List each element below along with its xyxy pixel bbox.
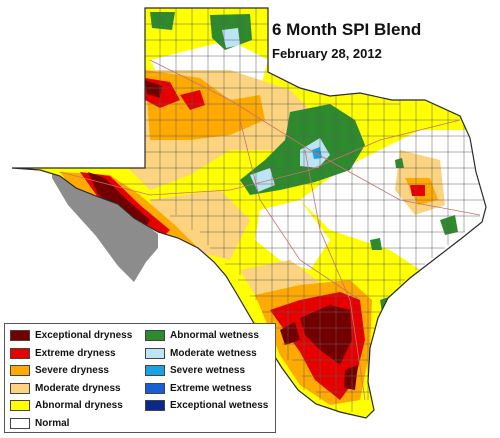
texas-outline: [11, 7, 487, 419]
severe-wetness-area: [312, 147, 322, 159]
legend-label: Moderate dryness: [35, 382, 121, 394]
legend-label: Extreme dryness: [35, 347, 116, 359]
map-date: February 28, 2012: [272, 46, 382, 61]
legend-swatch: [10, 365, 30, 377]
legend-item: Severe wetness: [145, 362, 268, 380]
legend-swatch: [145, 347, 165, 359]
exceptional-dryness-area: [88, 172, 150, 228]
county-lines: [12, 8, 485, 412]
roads: [59, 59, 481, 401]
legend-swatch: [145, 330, 165, 342]
legend-label: Abnormal wetness: [170, 330, 259, 342]
legend-swatch: [145, 365, 165, 377]
legend-swatch: [10, 330, 30, 342]
legend-item: Extreme dryness: [10, 345, 132, 363]
legend-item: Abnormal dryness: [10, 397, 132, 415]
legend-swatch: [145, 382, 165, 394]
legend-item: Moderate wetness: [145, 345, 268, 363]
legend-label: Exceptional wetness: [170, 400, 269, 412]
map-title: 6 Month SPI Blend: [272, 20, 422, 39]
legend-label: Normal: [35, 417, 70, 429]
legend-label: Abnormal dryness: [35, 400, 123, 412]
legend-label: Extreme wetness: [170, 382, 252, 394]
legend-item: Abnormal wetness: [145, 327, 268, 345]
legend-item: Severe dryness: [10, 362, 132, 380]
legend-item: Exceptional wetness: [145, 397, 268, 415]
legend-item: Exceptional dryness: [10, 327, 132, 345]
legend-dryness-column: Exceptional dryness Extreme dryness Seve…: [10, 327, 132, 432]
legend-item: Moderate dryness: [10, 380, 132, 398]
legend-swatch: [10, 417, 30, 429]
legend-wetness-column: Abnormal wetness Moderate wetness Severe…: [145, 327, 268, 415]
legend-label: Exceptional dryness: [35, 330, 133, 342]
legend-swatch: [10, 382, 30, 394]
legend-swatch: [10, 400, 30, 412]
outside-region: [52, 170, 158, 282]
legend-swatch: [10, 347, 30, 359]
legend-label: Moderate wetness: [170, 347, 257, 359]
legend-swatch: [145, 400, 165, 412]
legend-label: Severe dryness: [35, 365, 109, 377]
legend-item: Normal: [10, 415, 132, 433]
legend-item: Extreme wetness: [145, 380, 268, 398]
legend: Exceptional dryness Extreme dryness Seve…: [4, 323, 276, 433]
legend-label: Severe wetness: [170, 365, 246, 377]
